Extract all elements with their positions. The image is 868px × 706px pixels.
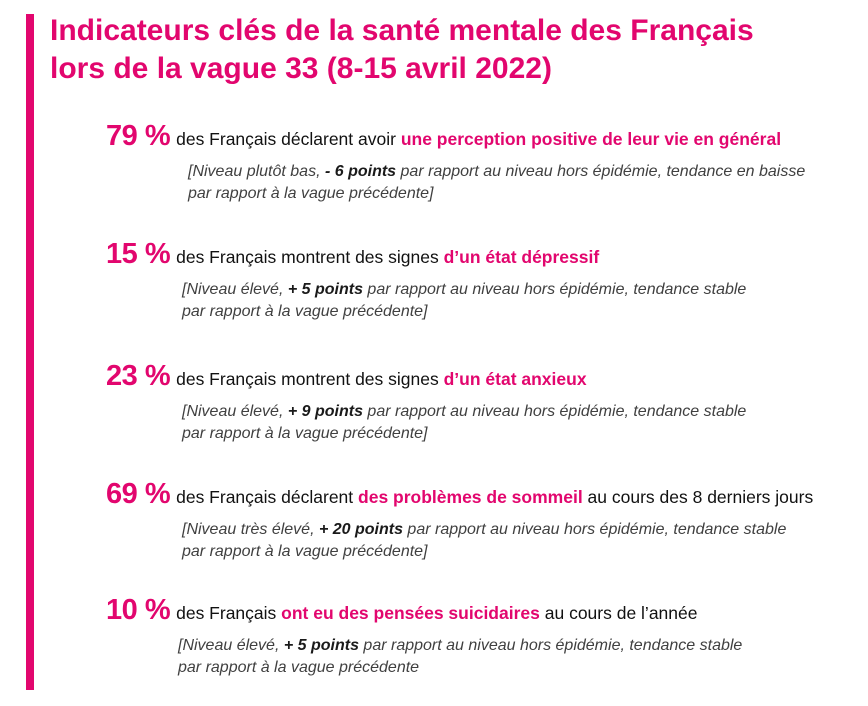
indicator-highlight: des problèmes de sommeil <box>358 487 583 507</box>
indicator-percent: 23 % <box>106 360 171 392</box>
note-points: + 9 points <box>287 403 363 420</box>
indicator-percent: 10 % <box>106 594 171 626</box>
indicator-highlight: une perception positive de leur vie en g… <box>400 129 782 149</box>
indicator-percent: 79 % <box>106 120 171 152</box>
note-text: par rapport au niveau hors épidémie, ten… <box>396 163 806 180</box>
indicator-highlight: d’un état dépressif <box>443 247 600 267</box>
indicator-highlight: d’un état anxieux <box>443 369 587 389</box>
note-points: + 5 points <box>283 637 359 654</box>
note-text: par rapport au niveau hors épidémie, ten… <box>362 403 747 420</box>
indicator-headline: 23 % des Français montrent des signes d’u… <box>106 360 746 393</box>
note-text: [Niveau très élevé, <box>182 521 319 538</box>
indicator-text-after: au cours des 8 derniers jours <box>582 487 814 507</box>
indicator-text: des Français montrent des signes <box>176 369 444 389</box>
note-text-line2: par rapport à la vague précédente] <box>182 303 428 320</box>
indicator-headline: 10 % des Français ont eu des pensées suic… <box>106 594 742 627</box>
indicator-text-after: au cours de l’année <box>539 603 698 623</box>
indicator-note: [Niveau élevé, + 5 points par rapport au… <box>182 279 746 323</box>
note-points: - 6 points <box>324 163 397 180</box>
note-text: [Niveau plutôt bas, <box>188 163 325 180</box>
indicator-headline: 79 % des Français déclarent avoir une per… <box>106 120 805 153</box>
indicator-note: [Niveau élevé, + 5 points par rapport au… <box>178 635 742 679</box>
indicator-percent: 69 % <box>106 478 171 510</box>
note-points: + 20 points <box>318 521 403 538</box>
note-text-line2: par rapport à la vague précédente] <box>182 425 428 442</box>
note-points: + 5 points <box>287 281 363 298</box>
accent-bar <box>26 14 34 690</box>
indicator-text: des Français montrent des signes <box>176 247 444 267</box>
note-text-line2: par rapport à la vague précédente] <box>188 185 434 202</box>
note-text: par rapport au niveau hors épidémie, ten… <box>362 281 747 298</box>
title-line-1: Indicateurs clés de la santé mentale des… <box>50 14 754 47</box>
indicator-text: des Français déclarent <box>176 487 359 507</box>
indicator-perception-positive: 79 % des Français déclarent avoir une per… <box>106 120 805 205</box>
indicator-pensees-suicidaires: 10 % des Français ont eu des pensées suic… <box>106 594 742 679</box>
indicator-note: [Niveau élevé, + 9 points par rapport au… <box>182 401 746 445</box>
indicator-headline: 15 % des Français montrent des signes d’u… <box>106 238 746 271</box>
note-text: [Niveau élevé, <box>182 281 288 298</box>
indicator-etat-depressif: 15 % des Français montrent des signes d’u… <box>106 238 746 323</box>
indicator-headline: 69 % des Français déclarent des problèmes… <box>106 478 813 511</box>
indicator-problemes-sommeil: 69 % des Français déclarent des problèmes… <box>106 478 813 563</box>
indicator-percent: 15 % <box>106 238 171 270</box>
indicator-etat-anxieux: 23 % des Français montrent des signes d’u… <box>106 360 746 445</box>
indicator-note: [Niveau très élevé, + 20 points par rapp… <box>182 519 813 563</box>
indicator-text: des Français <box>176 603 282 623</box>
note-text: [Niveau élevé, <box>178 637 284 654</box>
indicator-highlight: ont eu des pensées suicidaires <box>281 603 540 623</box>
indicator-note: [Niveau plutôt bas, - 6 points par rappo… <box>188 161 805 205</box>
indicator-text: des Français déclarent avoir <box>176 129 401 149</box>
note-text: par rapport au niveau hors épidémie, ten… <box>402 521 787 538</box>
page-title: Indicateurs clés de la santé mentale des… <box>50 12 754 88</box>
note-text: [Niveau élevé, <box>182 403 288 420</box>
note-text: par rapport au niveau hors épidémie, ten… <box>358 637 743 654</box>
note-text-line2: par rapport à la vague précédente <box>178 659 420 676</box>
title-line-2: lors de la vague 33 (8-15 avril 2022) <box>50 52 552 85</box>
note-text-line2: par rapport à la vague précédente] <box>182 543 428 560</box>
